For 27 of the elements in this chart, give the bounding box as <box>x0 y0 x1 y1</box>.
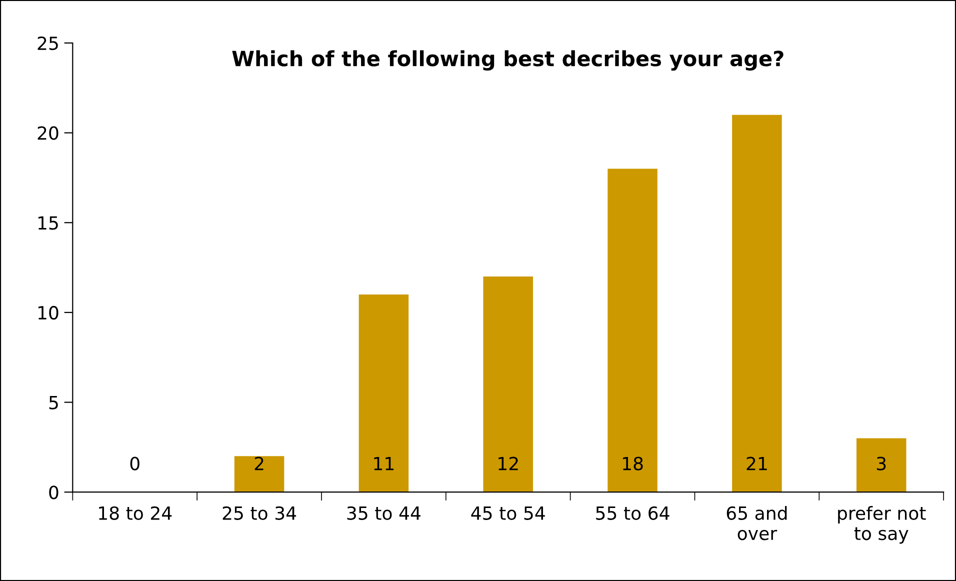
x-tick-label: 45 to 54 <box>471 506 545 520</box>
y-tick-label: 10 <box>38 306 58 320</box>
data-label: 12 <box>498 456 518 470</box>
x-tick-label: 18 to 24 <box>99 506 172 520</box>
bar <box>608 168 658 492</box>
data-label: 0 <box>130 456 140 470</box>
bar <box>358 294 409 492</box>
bar <box>856 438 906 492</box>
y-tick-label: 15 <box>38 216 58 230</box>
y-tick-label: 25 <box>38 36 58 50</box>
x-tick-label: 65 and over <box>726 506 787 540</box>
x-tick-label: prefer not to say <box>838 506 926 544</box>
y-tick-label: 0 <box>49 486 58 500</box>
x-tick-label: 55 to 64 <box>596 506 670 520</box>
x-tick-label: 25 to 34 <box>222 506 296 520</box>
data-label: 21 <box>746 456 767 470</box>
bar <box>732 114 782 492</box>
data-label: 18 <box>623 456 643 470</box>
y-tick-label: 20 <box>38 126 58 140</box>
data-label: 11 <box>374 456 394 470</box>
x-tick-label: 35 to 44 <box>347 506 420 520</box>
data-label: 2 <box>254 456 264 470</box>
data-label: 3 <box>876 456 886 470</box>
y-tick-label: 5 <box>49 396 58 410</box>
bar <box>234 456 284 492</box>
bar <box>483 276 533 492</box>
chart-title: Which of the following best decribes your age? <box>232 50 784 71</box>
